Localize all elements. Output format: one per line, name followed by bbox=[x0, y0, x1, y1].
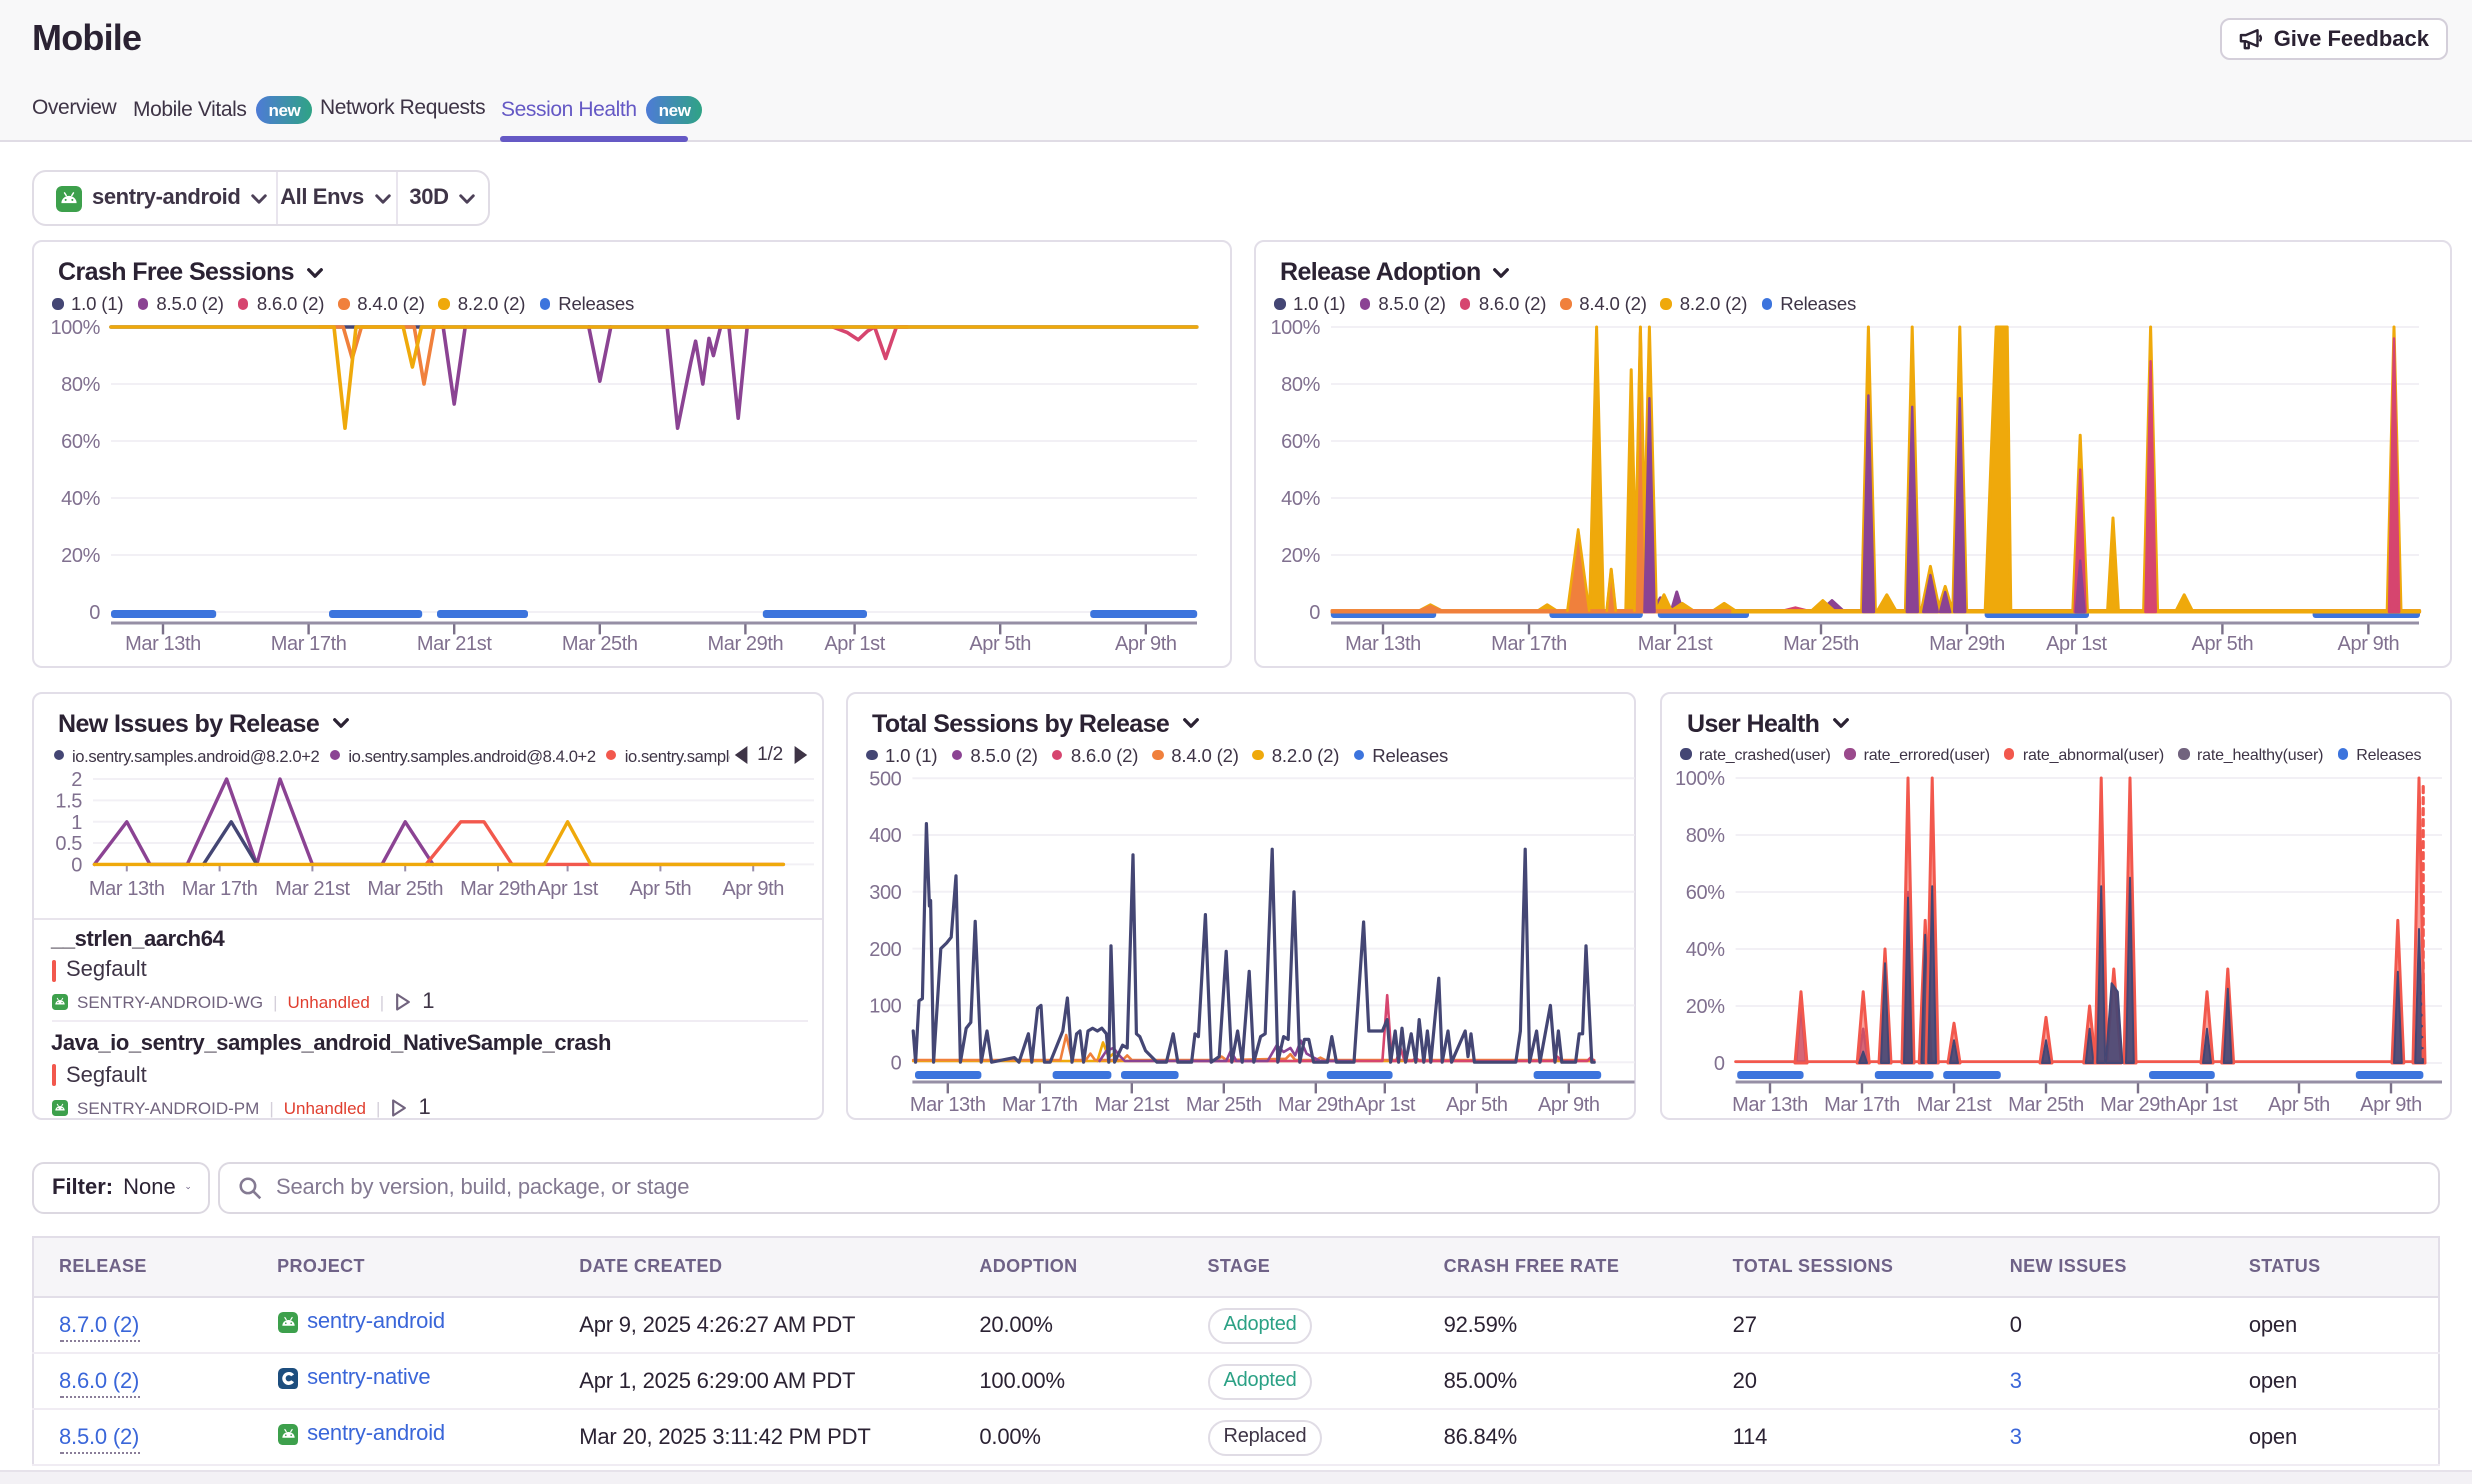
svg-text:0: 0 bbox=[1714, 1052, 1725, 1074]
svg-text:60%: 60% bbox=[1686, 881, 1725, 903]
svg-text:Mar 29th: Mar 29th bbox=[459, 877, 535, 899]
svg-text:20%: 20% bbox=[1686, 995, 1725, 1017]
svg-text:40%: 40% bbox=[1686, 938, 1725, 960]
svg-text:0.5: 0.5 bbox=[54, 832, 81, 854]
svg-text:2: 2 bbox=[70, 768, 81, 790]
svg-text:Mar 25th: Mar 25th bbox=[2008, 1093, 2084, 1115]
svg-text:Mar 29th: Mar 29th bbox=[1928, 633, 2004, 655]
svg-text:0: 0 bbox=[70, 854, 81, 876]
svg-text:Mar 29th: Mar 29th bbox=[1277, 1093, 1353, 1115]
svg-text:Apr 1st: Apr 1st bbox=[536, 877, 597, 899]
svg-text:Apr 1st: Apr 1st bbox=[1354, 1093, 1415, 1115]
svg-text:Apr 9th: Apr 9th bbox=[1537, 1093, 1599, 1115]
svg-text:60%: 60% bbox=[1280, 431, 1319, 453]
svg-text:80%: 80% bbox=[60, 374, 99, 396]
svg-text:Mar 25th: Mar 25th bbox=[1782, 633, 1858, 655]
svg-text:Mar 17th: Mar 17th bbox=[1490, 633, 1566, 655]
svg-text:Mar 13th: Mar 13th bbox=[1732, 1093, 1808, 1115]
svg-text:Mar 29th: Mar 29th bbox=[707, 633, 783, 655]
svg-text:Apr 9th: Apr 9th bbox=[2337, 633, 2399, 655]
svg-text:Apr 1st: Apr 1st bbox=[823, 633, 884, 655]
svg-text:Mar 21st: Mar 21st bbox=[1093, 1093, 1168, 1115]
svg-text:Apr 5th: Apr 5th bbox=[2191, 633, 2253, 655]
svg-text:Apr 5th: Apr 5th bbox=[1445, 1093, 1507, 1115]
svg-text:1: 1 bbox=[70, 811, 81, 833]
svg-text:Apr 5th: Apr 5th bbox=[629, 877, 691, 899]
svg-text:60%: 60% bbox=[60, 431, 99, 453]
svg-text:400: 400 bbox=[868, 824, 900, 846]
svg-text:Mar 21st: Mar 21st bbox=[416, 633, 491, 655]
svg-text:Mar 21st: Mar 21st bbox=[1917, 1093, 1992, 1115]
svg-text:Apr 9th: Apr 9th bbox=[2360, 1093, 2422, 1115]
svg-text:80%: 80% bbox=[1280, 374, 1319, 396]
svg-text:80%: 80% bbox=[1686, 824, 1725, 846]
svg-text:300: 300 bbox=[868, 881, 900, 903]
svg-text:20%: 20% bbox=[60, 545, 99, 567]
svg-text:1.5: 1.5 bbox=[54, 790, 81, 812]
svg-text:40%: 40% bbox=[1280, 488, 1319, 510]
svg-text:Apr 9th: Apr 9th bbox=[1114, 633, 1176, 655]
svg-text:40%: 40% bbox=[60, 488, 99, 510]
svg-text:Mar 25th: Mar 25th bbox=[561, 633, 637, 655]
svg-text:Mar 21st: Mar 21st bbox=[274, 877, 349, 899]
svg-text:Apr 1st: Apr 1st bbox=[2177, 1093, 2238, 1115]
svg-text:Mar 13th: Mar 13th bbox=[88, 877, 164, 899]
svg-text:200: 200 bbox=[868, 938, 900, 960]
svg-text:Mar 13th: Mar 13th bbox=[124, 633, 200, 655]
svg-text:Apr 5th: Apr 5th bbox=[968, 633, 1030, 655]
svg-text:Mar 17th: Mar 17th bbox=[270, 633, 346, 655]
svg-text:Mar 25th: Mar 25th bbox=[1185, 1093, 1261, 1115]
svg-text:100%: 100% bbox=[49, 317, 99, 339]
svg-text:Mar 17th: Mar 17th bbox=[1001, 1093, 1077, 1115]
svg-text:0: 0 bbox=[890, 1051, 901, 1073]
svg-text:Mar 25th: Mar 25th bbox=[366, 877, 442, 899]
svg-text:500: 500 bbox=[868, 767, 900, 789]
svg-text:0: 0 bbox=[88, 602, 99, 624]
svg-text:Mar 21st: Mar 21st bbox=[1637, 633, 1712, 655]
svg-text:0: 0 bbox=[1308, 602, 1319, 624]
svg-text:Mar 17th: Mar 17th bbox=[1824, 1093, 1900, 1115]
svg-text:Mar 13th: Mar 13th bbox=[909, 1093, 985, 1115]
svg-text:100%: 100% bbox=[1675, 767, 1725, 789]
svg-text:Mar 13th: Mar 13th bbox=[1344, 633, 1420, 655]
svg-text:Apr 1st: Apr 1st bbox=[2045, 633, 2106, 655]
svg-text:Apr 5th: Apr 5th bbox=[2268, 1093, 2330, 1115]
svg-text:Mar 17th: Mar 17th bbox=[181, 877, 257, 899]
svg-text:100%: 100% bbox=[1269, 317, 1319, 339]
svg-text:20%: 20% bbox=[1280, 545, 1319, 567]
svg-text:100: 100 bbox=[868, 995, 900, 1017]
svg-text:Apr 9th: Apr 9th bbox=[721, 877, 783, 899]
svg-text:Mar 29th: Mar 29th bbox=[2100, 1093, 2176, 1115]
